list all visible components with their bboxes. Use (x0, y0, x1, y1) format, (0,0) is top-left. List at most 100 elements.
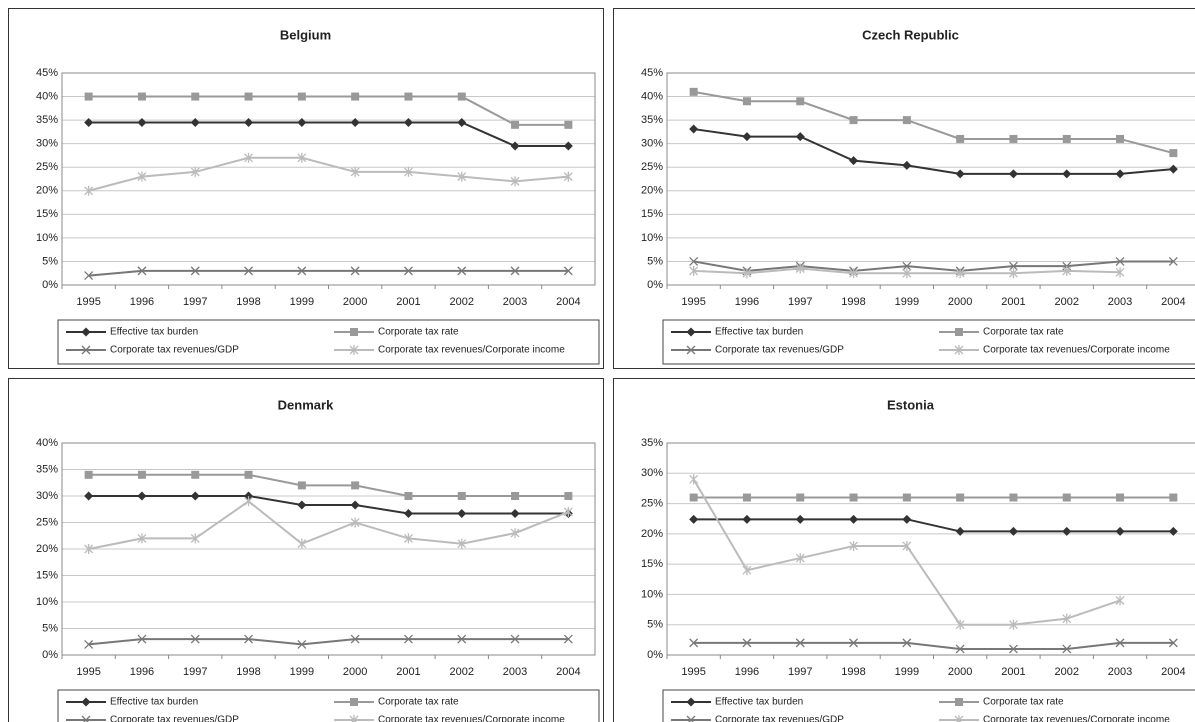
y-tick-label: 30% (641, 138, 663, 150)
x-tick-label: 1997 (788, 666, 812, 678)
data-point (1062, 493, 1071, 502)
x-tick-label: 2000 (343, 296, 367, 308)
x-tick-label: 1999 (895, 296, 919, 308)
x-tick-label: 1996 (735, 666, 759, 678)
legend-label: Corporate tax revenues/Corporate income (378, 715, 565, 722)
data-point (689, 493, 698, 502)
data-point (689, 256, 699, 266)
data-point (350, 500, 360, 510)
data-point (510, 176, 520, 187)
data-point (137, 634, 147, 644)
data-point (564, 120, 573, 129)
data-point (457, 171, 467, 182)
data-point (244, 92, 253, 101)
data-point (849, 493, 858, 502)
data-point (849, 540, 859, 551)
data-point (350, 266, 360, 276)
y-tick-label: 5% (647, 255, 663, 267)
data-point (1008, 261, 1018, 271)
data-point (403, 266, 413, 276)
data-point (457, 538, 467, 549)
data-point (1062, 613, 1072, 624)
y-tick-label: 35% (36, 114, 58, 126)
legend-marker (954, 715, 964, 722)
x-tick-label: 2002 (450, 296, 474, 308)
data-point (1115, 526, 1125, 536)
legend-label: Corporate tax revenues/GDP (110, 345, 239, 356)
data-point (351, 481, 360, 490)
x-tick-label: 1998 (841, 666, 865, 678)
data-point (796, 493, 805, 502)
data-point (956, 134, 965, 143)
data-point (1169, 149, 1178, 158)
legend-label: Corporate tax revenues/Corporate income (983, 715, 1170, 722)
y-tick-label: 5% (42, 622, 58, 634)
data-point (84, 271, 94, 281)
data-point (1115, 256, 1125, 266)
legend-marker (350, 698, 358, 706)
data-point (84, 491, 94, 501)
panel-border (8, 8, 604, 369)
data-point (955, 526, 965, 536)
data-point (137, 533, 147, 544)
data-point (350, 166, 360, 177)
data-point (137, 491, 147, 501)
data-point (563, 506, 573, 517)
legend-marker (81, 327, 91, 337)
data-point (457, 508, 467, 518)
data-point (84, 470, 93, 479)
data-point (1168, 164, 1178, 174)
legend-marker (954, 345, 964, 355)
data-point (1062, 644, 1072, 654)
y-tick-label: 5% (647, 619, 663, 631)
data-point (902, 540, 912, 551)
panel-border (613, 8, 1195, 369)
y-tick-label: 40% (36, 437, 58, 449)
chart-panel: Belgium 0% 5% 10% 15% 20% 25% 30% 35% 40% 45% 1995 1… (8, 8, 604, 369)
y-tick-label: 0% (647, 279, 663, 291)
data-point (902, 160, 912, 170)
x-tick-label: 1999 (290, 666, 314, 678)
data-point (563, 141, 573, 151)
y-tick-label: 45% (36, 67, 58, 79)
y-tick-label: 20% (36, 543, 58, 555)
x-tick-label: 2000 (948, 296, 972, 308)
series-line (88, 638, 569, 646)
y-tick-label: 5% (42, 255, 58, 267)
x-tick-label: 1998 (236, 666, 260, 678)
legend-label: Corporate tax revenues/GDP (110, 715, 239, 722)
data-point (350, 517, 360, 528)
y-tick-label: 10% (641, 232, 663, 244)
data-point (350, 634, 360, 644)
x-tick-label: 1997 (788, 296, 812, 308)
data-point (849, 116, 858, 125)
x-tick-label: 2002 (1055, 296, 1079, 308)
data-point (403, 117, 413, 127)
legend-label: Corporate tax revenues/GDP (715, 715, 844, 722)
x-tick-label: 2004 (1161, 296, 1185, 308)
data-point (1062, 265, 1072, 276)
y-tick-label: 15% (36, 569, 58, 581)
data-point (297, 538, 307, 549)
y-tick-label: 15% (36, 208, 58, 220)
data-point (403, 166, 413, 177)
x-tick-label: 1999 (290, 296, 314, 308)
data-point (190, 117, 200, 127)
data-point (244, 496, 254, 507)
data-point (191, 92, 200, 101)
legend-marker (349, 345, 359, 355)
data-point (689, 87, 698, 96)
y-tick-label: 35% (641, 114, 663, 126)
data-point (563, 634, 573, 644)
legend (57, 689, 600, 722)
data-point (510, 634, 520, 644)
data-point (1009, 493, 1018, 502)
y-tick-label: 45% (641, 67, 663, 79)
data-point (190, 491, 200, 501)
legend-label: Corporate tax revenues/GDP (715, 345, 844, 356)
data-point (742, 97, 751, 106)
y-tick-label: 40% (641, 90, 663, 102)
legend-marker (686, 327, 696, 337)
data-point (1115, 267, 1125, 278)
